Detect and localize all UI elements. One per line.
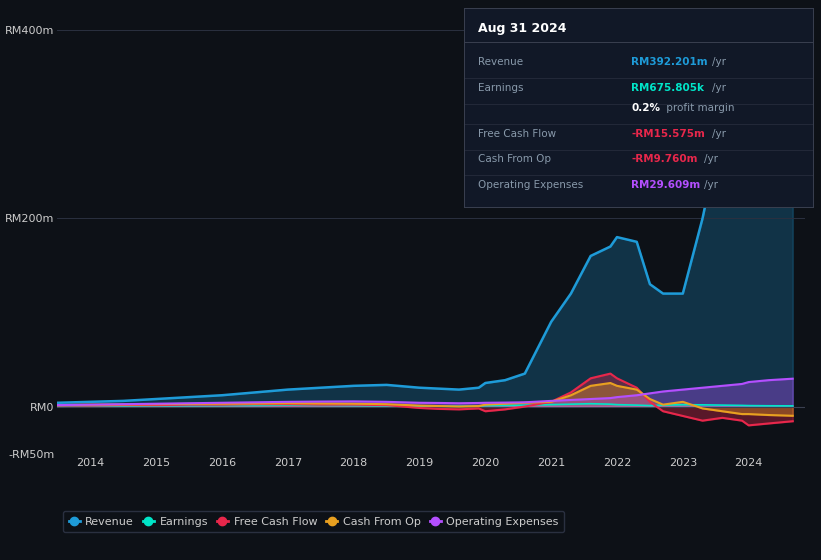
- Text: RM675.805k: RM675.805k: [631, 83, 704, 93]
- Text: /yr: /yr: [712, 57, 726, 67]
- Text: -RM15.575m: -RM15.575m: [631, 129, 705, 139]
- Text: Operating Expenses: Operating Expenses: [478, 180, 583, 190]
- Text: /yr: /yr: [712, 129, 726, 139]
- Text: RM392.201m: RM392.201m: [631, 57, 708, 67]
- Text: -RM9.760m: -RM9.760m: [631, 155, 698, 165]
- Text: Aug 31 2024: Aug 31 2024: [478, 22, 566, 35]
- Text: /yr: /yr: [712, 83, 726, 93]
- Text: Free Cash Flow: Free Cash Flow: [478, 129, 556, 139]
- Text: RM29.609m: RM29.609m: [631, 180, 700, 190]
- Text: /yr: /yr: [704, 180, 718, 190]
- Text: /yr: /yr: [704, 155, 718, 165]
- Text: Cash From Op: Cash From Op: [478, 155, 551, 165]
- Text: Earnings: Earnings: [478, 83, 523, 93]
- Text: Revenue: Revenue: [478, 57, 523, 67]
- Text: 0.2%: 0.2%: [631, 103, 660, 113]
- Text: profit margin: profit margin: [663, 103, 735, 113]
- Legend: Revenue, Earnings, Free Cash Flow, Cash From Op, Operating Expenses: Revenue, Earnings, Free Cash Flow, Cash …: [63, 511, 564, 532]
